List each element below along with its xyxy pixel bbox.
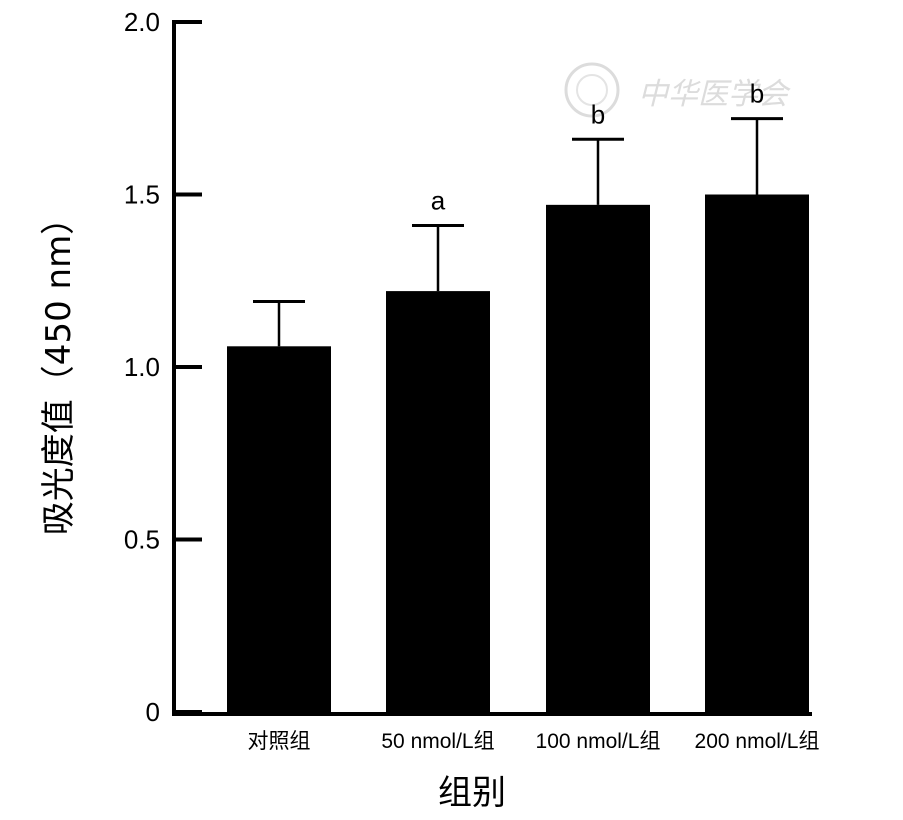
bar-2 <box>386 291 490 712</box>
significance-label-4: b <box>750 79 764 109</box>
y-tick-label-5: 2.0 <box>124 7 160 37</box>
y-ticks-layer: 0 0.5 1.0 1.5 2.0 <box>124 7 202 727</box>
x-tick-label-4: 200 nmol/L组 <box>695 730 820 753</box>
y-tick-label-3: 1.0 <box>124 352 160 382</box>
watermark-seal-inner <box>576 74 608 106</box>
x-labels-layer: 对照组 50 nmol/L组 100 nmol/L组 200 nmol/L组 <box>248 730 820 753</box>
significance-label-2: a <box>431 186 446 216</box>
x-tick-label-3: 100 nmol/L组 <box>536 730 661 753</box>
significance-label-3: b <box>591 99 605 129</box>
error-bars-layer <box>253 117 783 347</box>
y-axis-title: 吸光度值（450 nm） <box>39 201 79 535</box>
x-tick-label-2: 50 nmol/L组 <box>381 730 494 753</box>
watermark-text: 中华医学会 <box>638 77 791 112</box>
y-tick-label-4: 1.5 <box>124 180 160 210</box>
bar-4 <box>705 194 809 712</box>
y-tick-label-2: 0.5 <box>124 525 160 555</box>
bar-3 <box>546 204 650 712</box>
x-tick-label-1: 对照组 <box>248 730 311 753</box>
bars-layer <box>227 194 809 712</box>
watermark: 中华医学会 <box>564 62 791 118</box>
bar-1 <box>227 346 331 712</box>
x-axis-title: 组别 <box>438 773 506 813</box>
watermark-seal-icon <box>564 62 620 118</box>
significance-labels-layer: a b b <box>431 79 764 216</box>
y-tick-label-1: 0 <box>146 697 160 727</box>
